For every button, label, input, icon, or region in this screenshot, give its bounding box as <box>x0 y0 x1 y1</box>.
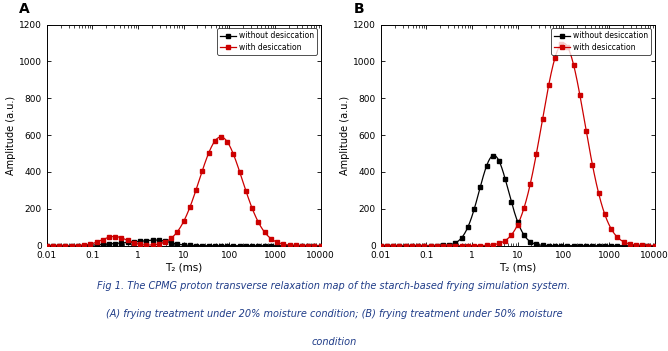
Legend: without desiccation, with desiccation: without desiccation, with desiccation <box>217 28 317 55</box>
Text: B: B <box>353 2 364 16</box>
Text: (A) frying treatment under 20% moisture condition; (B) frying treatment under 50: (A) frying treatment under 20% moisture … <box>106 309 562 319</box>
Y-axis label: Amplitude (a.u.): Amplitude (a.u.) <box>6 95 16 175</box>
Y-axis label: Amplitude (a.u.): Amplitude (a.u.) <box>340 95 350 175</box>
X-axis label: T₂ (ms): T₂ (ms) <box>165 262 202 272</box>
X-axis label: T₂ (ms): T₂ (ms) <box>499 262 536 272</box>
Text: condition: condition <box>311 337 357 347</box>
Text: A: A <box>19 2 30 16</box>
Legend: without desiccation, with desiccation: without desiccation, with desiccation <box>551 28 651 55</box>
Text: Fig 1. The CPMG proton transverse relaxation map of the starch-based frying simu: Fig 1. The CPMG proton transverse relaxa… <box>98 281 570 291</box>
